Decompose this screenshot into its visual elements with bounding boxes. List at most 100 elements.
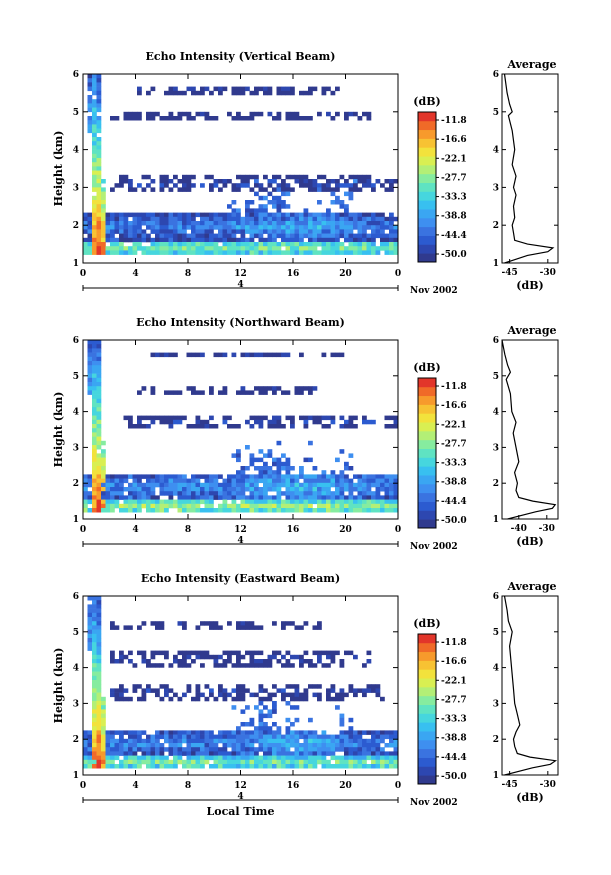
heatmap-cell	[200, 86, 205, 92]
heatmap-cell	[83, 487, 88, 492]
heatmap-cell	[272, 709, 277, 714]
heatmap-cell	[285, 491, 291, 496]
heatmap-cell	[150, 621, 156, 626]
heatmap-cell	[222, 764, 228, 769]
heatmap-cell	[371, 221, 376, 226]
heatmap-cell	[132, 499, 138, 505]
heatmap-cell	[204, 111, 210, 117]
heatmap-cell	[150, 503, 156, 509]
heatmap-cell	[227, 233, 232, 239]
heatmap-cell	[330, 482, 336, 488]
heatmap-cell	[249, 499, 255, 505]
heatmap-cell	[110, 225, 115, 230]
heatmap-cell	[285, 743, 291, 748]
heatmap-cell	[249, 730, 255, 735]
heatmap-cell	[137, 111, 142, 117]
heatmap-cell	[240, 692, 246, 698]
heatmap-cell	[312, 225, 318, 230]
heatmap-cell	[114, 696, 120, 702]
heatmap-cell	[123, 221, 129, 226]
heatmap-cell	[281, 688, 286, 693]
heatmap-cell	[177, 250, 183, 255]
heatmap-cell	[137, 738, 142, 744]
heatmap-cell	[344, 250, 349, 255]
x-tick-label: 16	[287, 781, 300, 791]
heatmap-cell	[209, 221, 214, 226]
heatmap-cell	[92, 684, 97, 689]
heatmap-cell	[384, 242, 390, 247]
heatmap-cell	[263, 246, 268, 251]
colorbar-swatch	[418, 466, 436, 476]
heatmap-cell	[119, 495, 124, 500]
heatmap-cell	[236, 250, 241, 255]
heatmap-cell	[240, 625, 246, 630]
heatmap-cell	[227, 487, 232, 492]
heatmap-cell	[141, 174, 147, 180]
heatmap-cell	[389, 734, 394, 740]
heatmap-cell	[209, 246, 214, 251]
heatmap-cell	[375, 734, 381, 740]
heatmap-cell	[141, 246, 147, 251]
heatmap-cell	[191, 487, 196, 492]
heatmap-cell	[92, 78, 97, 83]
heatmap-cell	[384, 250, 390, 255]
heatmap-cell	[285, 701, 291, 706]
heatmap-cell	[380, 225, 385, 230]
heatmap-cell	[339, 183, 345, 188]
heatmap-cell	[276, 204, 282, 209]
colorbar-swatch	[418, 217, 436, 228]
heatmap-cell	[276, 200, 282, 205]
heatmap-cell	[150, 764, 156, 769]
heatmap-cell	[389, 187, 394, 192]
heatmap-cell	[213, 242, 219, 247]
heatmap-cell	[92, 86, 97, 92]
heatmap-cell	[312, 242, 318, 247]
heatmap-cell	[321, 470, 327, 475]
heatmap-cell	[276, 440, 282, 446]
heatmap-cell	[357, 250, 363, 255]
heatmap-cell	[164, 390, 169, 395]
heatmap-cell	[339, 747, 345, 752]
heatmap-cell	[299, 663, 304, 668]
heatmap-cell	[294, 738, 300, 744]
heatmap-cell	[96, 692, 102, 698]
heatmap-cell	[285, 90, 291, 96]
heatmap-cell	[299, 386, 304, 391]
heatmap-cell	[150, 242, 156, 247]
heatmap-cell	[191, 86, 196, 92]
heatmap-cell	[168, 225, 174, 230]
heatmap-cell	[195, 495, 201, 500]
heatmap-cell	[231, 216, 237, 222]
heatmap-cell	[119, 221, 124, 226]
heatmap-cell	[303, 250, 309, 255]
heatmap-cell	[312, 179, 318, 184]
heatmap-cell	[236, 487, 241, 492]
heatmap-cell	[366, 250, 372, 255]
heatmap-cell	[254, 663, 259, 668]
heatmap-cell	[285, 692, 291, 698]
heatmap-cell	[272, 654, 277, 660]
heatmap-cell	[353, 734, 358, 740]
average-y-tick-label: 1	[493, 771, 499, 781]
heatmap-cell	[335, 738, 340, 744]
heatmap-cell	[326, 482, 331, 488]
heatmap-cell	[96, 200, 102, 205]
heatmap-cell	[371, 764, 376, 769]
heatmap-cell	[92, 663, 97, 668]
heatmap-cell	[96, 659, 102, 664]
heatmap-cell	[245, 116, 250, 121]
heatmap-cell	[344, 216, 349, 222]
heatmap-cell	[146, 487, 151, 492]
heatmap-cell	[294, 474, 300, 479]
y-axis-label: Height (km)	[52, 131, 65, 207]
heatmap-cell	[96, 128, 102, 134]
heatmap-cell	[114, 755, 120, 761]
heatmap-cell	[339, 713, 345, 719]
heatmap-cell	[276, 250, 282, 255]
heatmap-cell	[267, 191, 273, 197]
heatmap-cell	[96, 466, 102, 471]
heatmap-cell	[146, 221, 151, 226]
heatmap-cell	[254, 419, 259, 425]
heatmap-cell	[96, 424, 102, 429]
heatmap-cell	[96, 78, 102, 83]
